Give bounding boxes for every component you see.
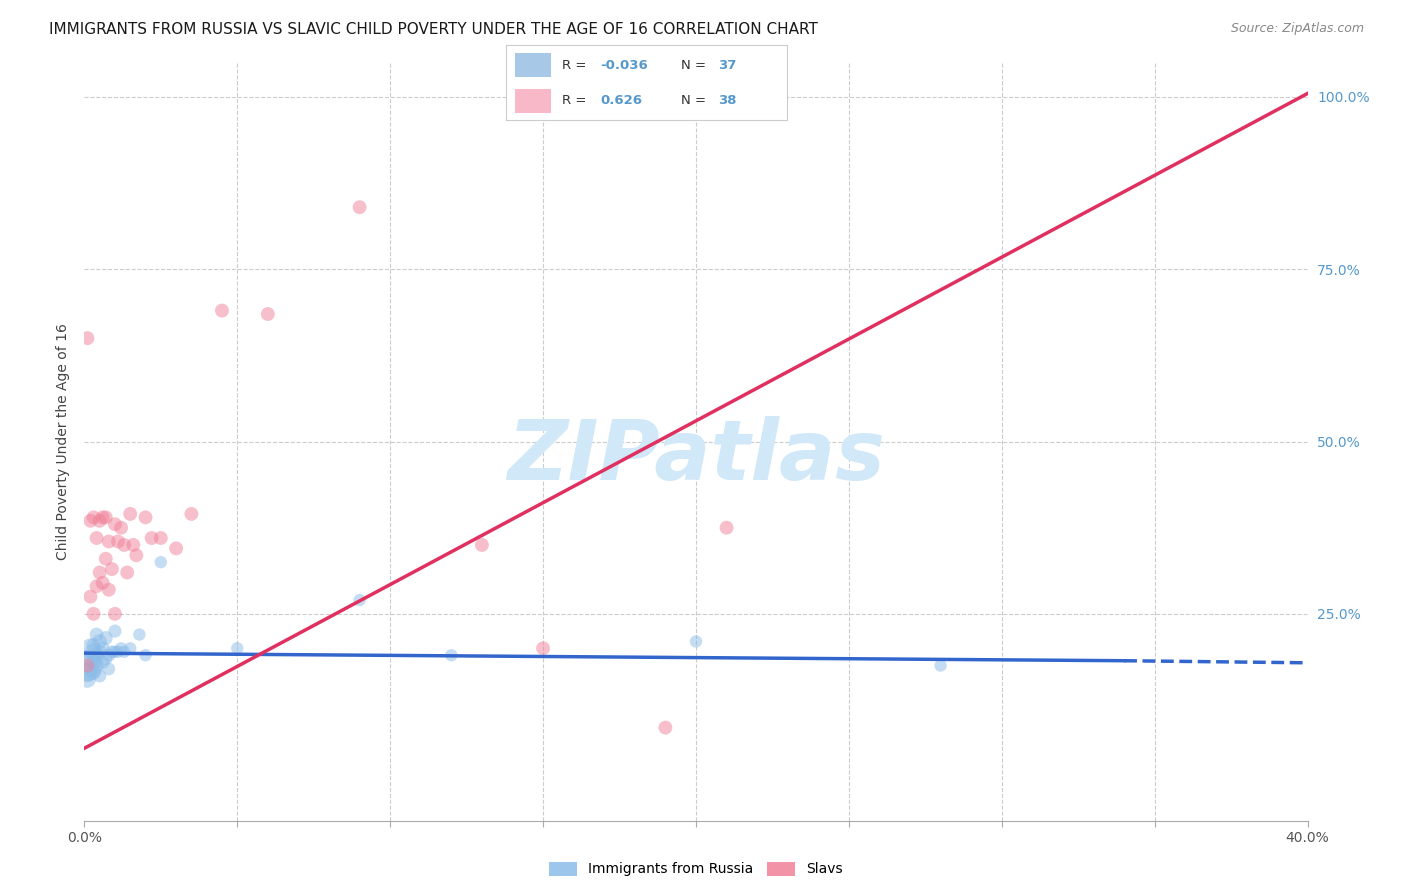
- Point: [86, 658, 108, 673]
- Point: [149, 555, 172, 569]
- Point: [685, 634, 707, 648]
- Text: R =: R =: [562, 59, 591, 71]
- Point: [83, 645, 105, 659]
- Point: [120, 507, 142, 521]
- Point: [141, 531, 163, 545]
- Text: N =: N =: [681, 59, 710, 71]
- Point: [531, 641, 554, 656]
- Point: [122, 538, 145, 552]
- Point: [716, 521, 738, 535]
- Point: [79, 641, 101, 656]
- Point: [180, 507, 202, 521]
- Point: [86, 648, 108, 663]
- Point: [79, 514, 101, 528]
- Point: [257, 307, 280, 321]
- Point: [104, 624, 127, 639]
- Point: [110, 521, 132, 535]
- Point: [929, 658, 952, 673]
- Point: [112, 645, 135, 659]
- Point: [86, 627, 108, 641]
- FancyBboxPatch shape: [515, 88, 551, 112]
- Point: [76, 658, 98, 673]
- Point: [91, 655, 114, 669]
- Point: [97, 582, 120, 597]
- Point: [91, 641, 114, 656]
- Point: [349, 200, 371, 214]
- Text: ZIPatlas: ZIPatlas: [508, 417, 884, 497]
- Point: [471, 538, 494, 552]
- Point: [165, 541, 187, 556]
- Point: [104, 645, 127, 659]
- Point: [115, 566, 138, 580]
- Point: [89, 566, 111, 580]
- Text: IMMIGRANTS FROM RUSSIA VS SLAVIC CHILD POVERTY UNDER THE AGE OF 16 CORRELATION C: IMMIGRANTS FROM RUSSIA VS SLAVIC CHILD P…: [49, 22, 818, 37]
- Point: [104, 517, 127, 532]
- Point: [94, 510, 117, 524]
- Point: [91, 510, 114, 524]
- Point: [83, 665, 105, 680]
- Point: [107, 534, 129, 549]
- Point: [94, 631, 117, 645]
- Text: Source: ZipAtlas.com: Source: ZipAtlas.com: [1230, 22, 1364, 36]
- Point: [101, 645, 124, 659]
- Point: [83, 638, 105, 652]
- Text: N =: N =: [681, 94, 710, 107]
- Point: [654, 721, 676, 735]
- Point: [76, 658, 98, 673]
- Point: [211, 303, 233, 318]
- Point: [86, 579, 108, 593]
- Point: [97, 662, 120, 676]
- Point: [89, 645, 111, 659]
- Point: [128, 627, 150, 641]
- Point: [94, 551, 117, 566]
- Text: -0.036: -0.036: [600, 59, 648, 71]
- Point: [91, 575, 114, 590]
- Point: [86, 531, 108, 545]
- Point: [226, 641, 249, 656]
- Text: 38: 38: [718, 94, 737, 107]
- Point: [83, 510, 105, 524]
- Point: [120, 641, 142, 656]
- Point: [94, 651, 117, 665]
- Text: 0.626: 0.626: [600, 94, 643, 107]
- Point: [104, 607, 127, 621]
- Point: [76, 331, 98, 345]
- Point: [83, 607, 105, 621]
- Point: [79, 590, 101, 604]
- FancyBboxPatch shape: [515, 53, 551, 78]
- Point: [107, 645, 129, 659]
- Point: [112, 538, 135, 552]
- Point: [440, 648, 463, 663]
- Point: [83, 655, 105, 669]
- Point: [89, 634, 111, 648]
- Point: [125, 548, 148, 563]
- Point: [89, 514, 111, 528]
- Point: [79, 651, 101, 665]
- Point: [76, 665, 98, 680]
- Point: [135, 510, 157, 524]
- Point: [79, 662, 101, 676]
- Text: R =: R =: [562, 94, 595, 107]
- Point: [349, 593, 371, 607]
- Point: [76, 673, 98, 687]
- Point: [135, 648, 157, 663]
- Y-axis label: Child Poverty Under the Age of 16: Child Poverty Under the Age of 16: [56, 323, 70, 560]
- Text: 37: 37: [718, 59, 737, 71]
- Point: [110, 641, 132, 656]
- Point: [97, 648, 120, 663]
- Legend: Immigrants from Russia, Slavs: Immigrants from Russia, Slavs: [544, 856, 848, 882]
- Point: [97, 534, 120, 549]
- Point: [149, 531, 172, 545]
- Point: [89, 669, 111, 683]
- Point: [101, 562, 124, 576]
